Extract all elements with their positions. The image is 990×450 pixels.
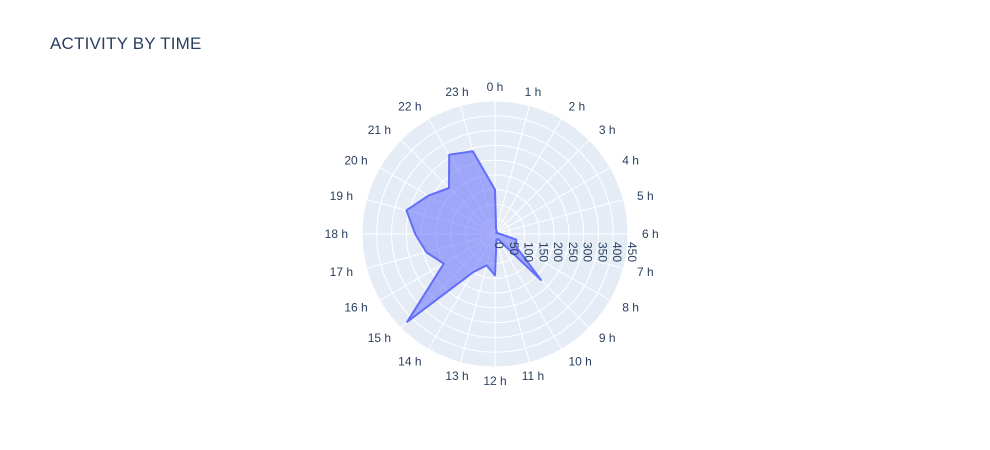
angular-tick-label: 12 h — [483, 374, 506, 388]
angular-tick-label: 18 h — [325, 227, 348, 241]
angular-tick-label: 21 h — [368, 123, 391, 137]
angular-tick-label: 16 h — [344, 301, 367, 315]
angular-tick-label: 8 h — [622, 301, 639, 315]
angular-tick-label: 4 h — [622, 154, 639, 168]
radial-tick-label: 350 — [595, 242, 609, 262]
radial-tick-label: 200 — [551, 242, 565, 262]
angular-tick-label: 20 h — [344, 154, 367, 168]
angular-tick-label: 13 h — [445, 369, 468, 383]
radial-tick-label: 250 — [566, 242, 580, 262]
angular-tick-label: 11 h — [522, 369, 544, 383]
angular-tick-label: 17 h — [330, 265, 353, 279]
angular-tick-label: 23 h — [445, 85, 468, 99]
angular-tick-label: 19 h — [330, 189, 353, 203]
angular-tick-label: 6 h — [642, 227, 659, 241]
angular-tick-label: 9 h — [599, 331, 616, 345]
radial-tick-label: 400 — [610, 242, 624, 262]
angular-tick-label: 5 h — [637, 189, 654, 203]
radial-tick-label: 150 — [536, 242, 550, 262]
radial-tick-label: 0 — [492, 242, 506, 249]
angular-tick-label: 14 h — [398, 354, 421, 368]
angular-tick-label: 0 h — [487, 80, 504, 94]
radial-tick-label: 50 — [507, 242, 521, 256]
angular-tick-label: 1 h — [525, 85, 542, 99]
angular-tick-label: 10 h — [569, 354, 592, 368]
angular-tick-label: 15 h — [368, 331, 391, 345]
angular-tick-label: 7 h — [637, 265, 654, 279]
angular-tick-label: 3 h — [599, 123, 616, 137]
radial-tick-label: 300 — [581, 242, 595, 262]
angular-tick-label: 2 h — [569, 100, 586, 114]
radial-tick-label: 100 — [522, 242, 536, 262]
angular-tick-label: 22 h — [398, 100, 421, 114]
radial-tick-label: 450 — [625, 242, 639, 262]
